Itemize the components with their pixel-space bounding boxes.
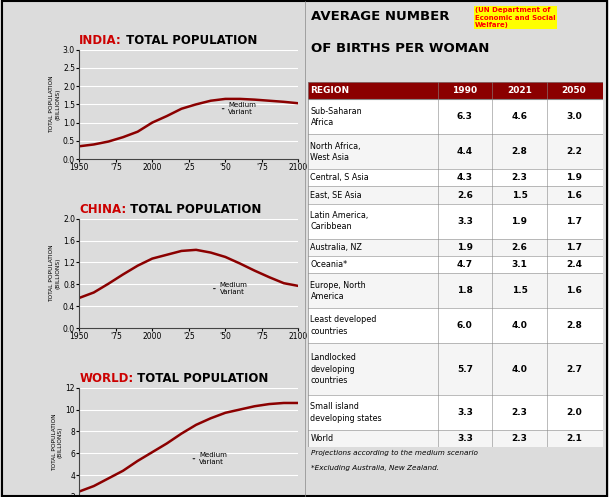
Text: 2.2: 2.2 <box>566 147 582 156</box>
Text: OF BIRTHS PER WOMAN: OF BIRTHS PER WOMAN <box>311 42 489 55</box>
Text: AVERAGE NUMBER: AVERAGE NUMBER <box>311 10 449 23</box>
Text: 2.7: 2.7 <box>566 364 582 374</box>
Text: INDIA:: INDIA: <box>79 34 122 47</box>
Bar <box>308 395 603 430</box>
Text: 1.7: 1.7 <box>566 243 582 252</box>
Text: East, SE Asia: East, SE Asia <box>311 190 362 200</box>
Text: 4.3: 4.3 <box>457 173 473 182</box>
Text: 2.3: 2.3 <box>512 408 527 417</box>
Text: CHINA:: CHINA: <box>79 203 127 216</box>
Bar <box>308 239 603 256</box>
Text: 1.8: 1.8 <box>457 286 473 295</box>
Text: REGION: REGION <box>311 86 350 95</box>
Text: Medium
Variant: Medium Variant <box>228 102 256 115</box>
Text: Australia, NZ: Australia, NZ <box>311 243 362 252</box>
Text: Sub-Saharan
Africa: Sub-Saharan Africa <box>311 107 362 127</box>
Bar <box>308 343 603 395</box>
Text: 1.7: 1.7 <box>566 217 582 226</box>
Bar <box>308 186 603 204</box>
Bar <box>308 256 603 273</box>
Text: Medium
Variant: Medium Variant <box>199 452 227 466</box>
Text: 2.4: 2.4 <box>566 260 582 269</box>
Text: Projections according to the medium scenario: Projections according to the medium scen… <box>311 450 477 456</box>
Text: Central, S Asia: Central, S Asia <box>311 173 369 182</box>
Text: 3.1: 3.1 <box>512 260 527 269</box>
Text: 2.3: 2.3 <box>512 173 527 182</box>
Bar <box>308 204 603 239</box>
Text: TOTAL POPULATION: TOTAL POPULATION <box>127 203 262 216</box>
Bar <box>308 273 603 308</box>
Text: 1.6: 1.6 <box>566 286 582 295</box>
Text: 2.8: 2.8 <box>566 321 582 330</box>
Text: 3.0: 3.0 <box>566 112 582 121</box>
Text: Least developed
countries: Least developed countries <box>311 316 377 335</box>
Text: 2.1: 2.1 <box>566 434 582 443</box>
Text: 6.0: 6.0 <box>457 321 473 330</box>
Bar <box>308 134 603 169</box>
Bar <box>308 430 603 447</box>
Text: 3.3: 3.3 <box>457 217 473 226</box>
Text: 1.5: 1.5 <box>512 286 527 295</box>
Text: 2.6: 2.6 <box>512 243 527 252</box>
Text: 1990: 1990 <box>452 86 477 95</box>
Text: 4.0: 4.0 <box>512 321 527 330</box>
Text: *Excluding Australia, New Zealand.: *Excluding Australia, New Zealand. <box>311 465 438 471</box>
Text: (UN Department of
Economic and Social
Welfare): (UN Department of Economic and Social We… <box>475 7 555 28</box>
Y-axis label: TOTAL POPULATION
(BILLIONS): TOTAL POPULATION (BILLIONS) <box>52 414 63 471</box>
Text: 5.7: 5.7 <box>457 364 473 374</box>
Bar <box>308 308 603 343</box>
Text: Europe, North
America: Europe, North America <box>311 281 366 301</box>
Text: Oceania*: Oceania* <box>311 260 348 269</box>
Text: Landlocked
developing
countries: Landlocked developing countries <box>311 353 356 385</box>
Text: TOTAL POPULATION: TOTAL POPULATION <box>133 372 269 385</box>
Text: 2.3: 2.3 <box>512 434 527 443</box>
Text: 4.7: 4.7 <box>457 260 473 269</box>
Y-axis label: TOTAL POPULATION
(BILLIONS): TOTAL POPULATION (BILLIONS) <box>49 245 60 302</box>
Bar <box>308 169 603 186</box>
Text: 1.5: 1.5 <box>512 190 527 200</box>
Text: 3.3: 3.3 <box>457 434 473 443</box>
Text: World: World <box>311 434 334 443</box>
Text: 3.3: 3.3 <box>457 408 473 417</box>
Text: 2021: 2021 <box>507 86 532 95</box>
Y-axis label: TOTAL POPULATION
(BILLIONS): TOTAL POPULATION (BILLIONS) <box>49 76 60 133</box>
Text: 2050: 2050 <box>561 86 586 95</box>
Bar <box>308 82 603 99</box>
Text: TOTAL POPULATION: TOTAL POPULATION <box>122 34 257 47</box>
Text: 1.9: 1.9 <box>457 243 473 252</box>
Text: 4.0: 4.0 <box>512 364 527 374</box>
Text: Latin America,
Caribbean: Latin America, Caribbean <box>311 211 368 231</box>
Text: 2.0: 2.0 <box>566 408 582 417</box>
Text: 2.8: 2.8 <box>512 147 527 156</box>
Text: 4.6: 4.6 <box>512 112 527 121</box>
Text: 2.6: 2.6 <box>457 190 473 200</box>
Text: WORLD:: WORLD: <box>79 372 133 385</box>
Bar <box>308 99 603 134</box>
Text: 4.4: 4.4 <box>457 147 473 156</box>
Text: Small island
developing states: Small island developing states <box>311 403 382 422</box>
Text: North Africa,
West Asia: North Africa, West Asia <box>311 142 361 162</box>
Text: 1.9: 1.9 <box>512 217 527 226</box>
Text: 1.9: 1.9 <box>566 173 582 182</box>
Text: Medium
Variant: Medium Variant <box>219 282 247 295</box>
Text: 1.6: 1.6 <box>566 190 582 200</box>
Text: 6.3: 6.3 <box>457 112 473 121</box>
